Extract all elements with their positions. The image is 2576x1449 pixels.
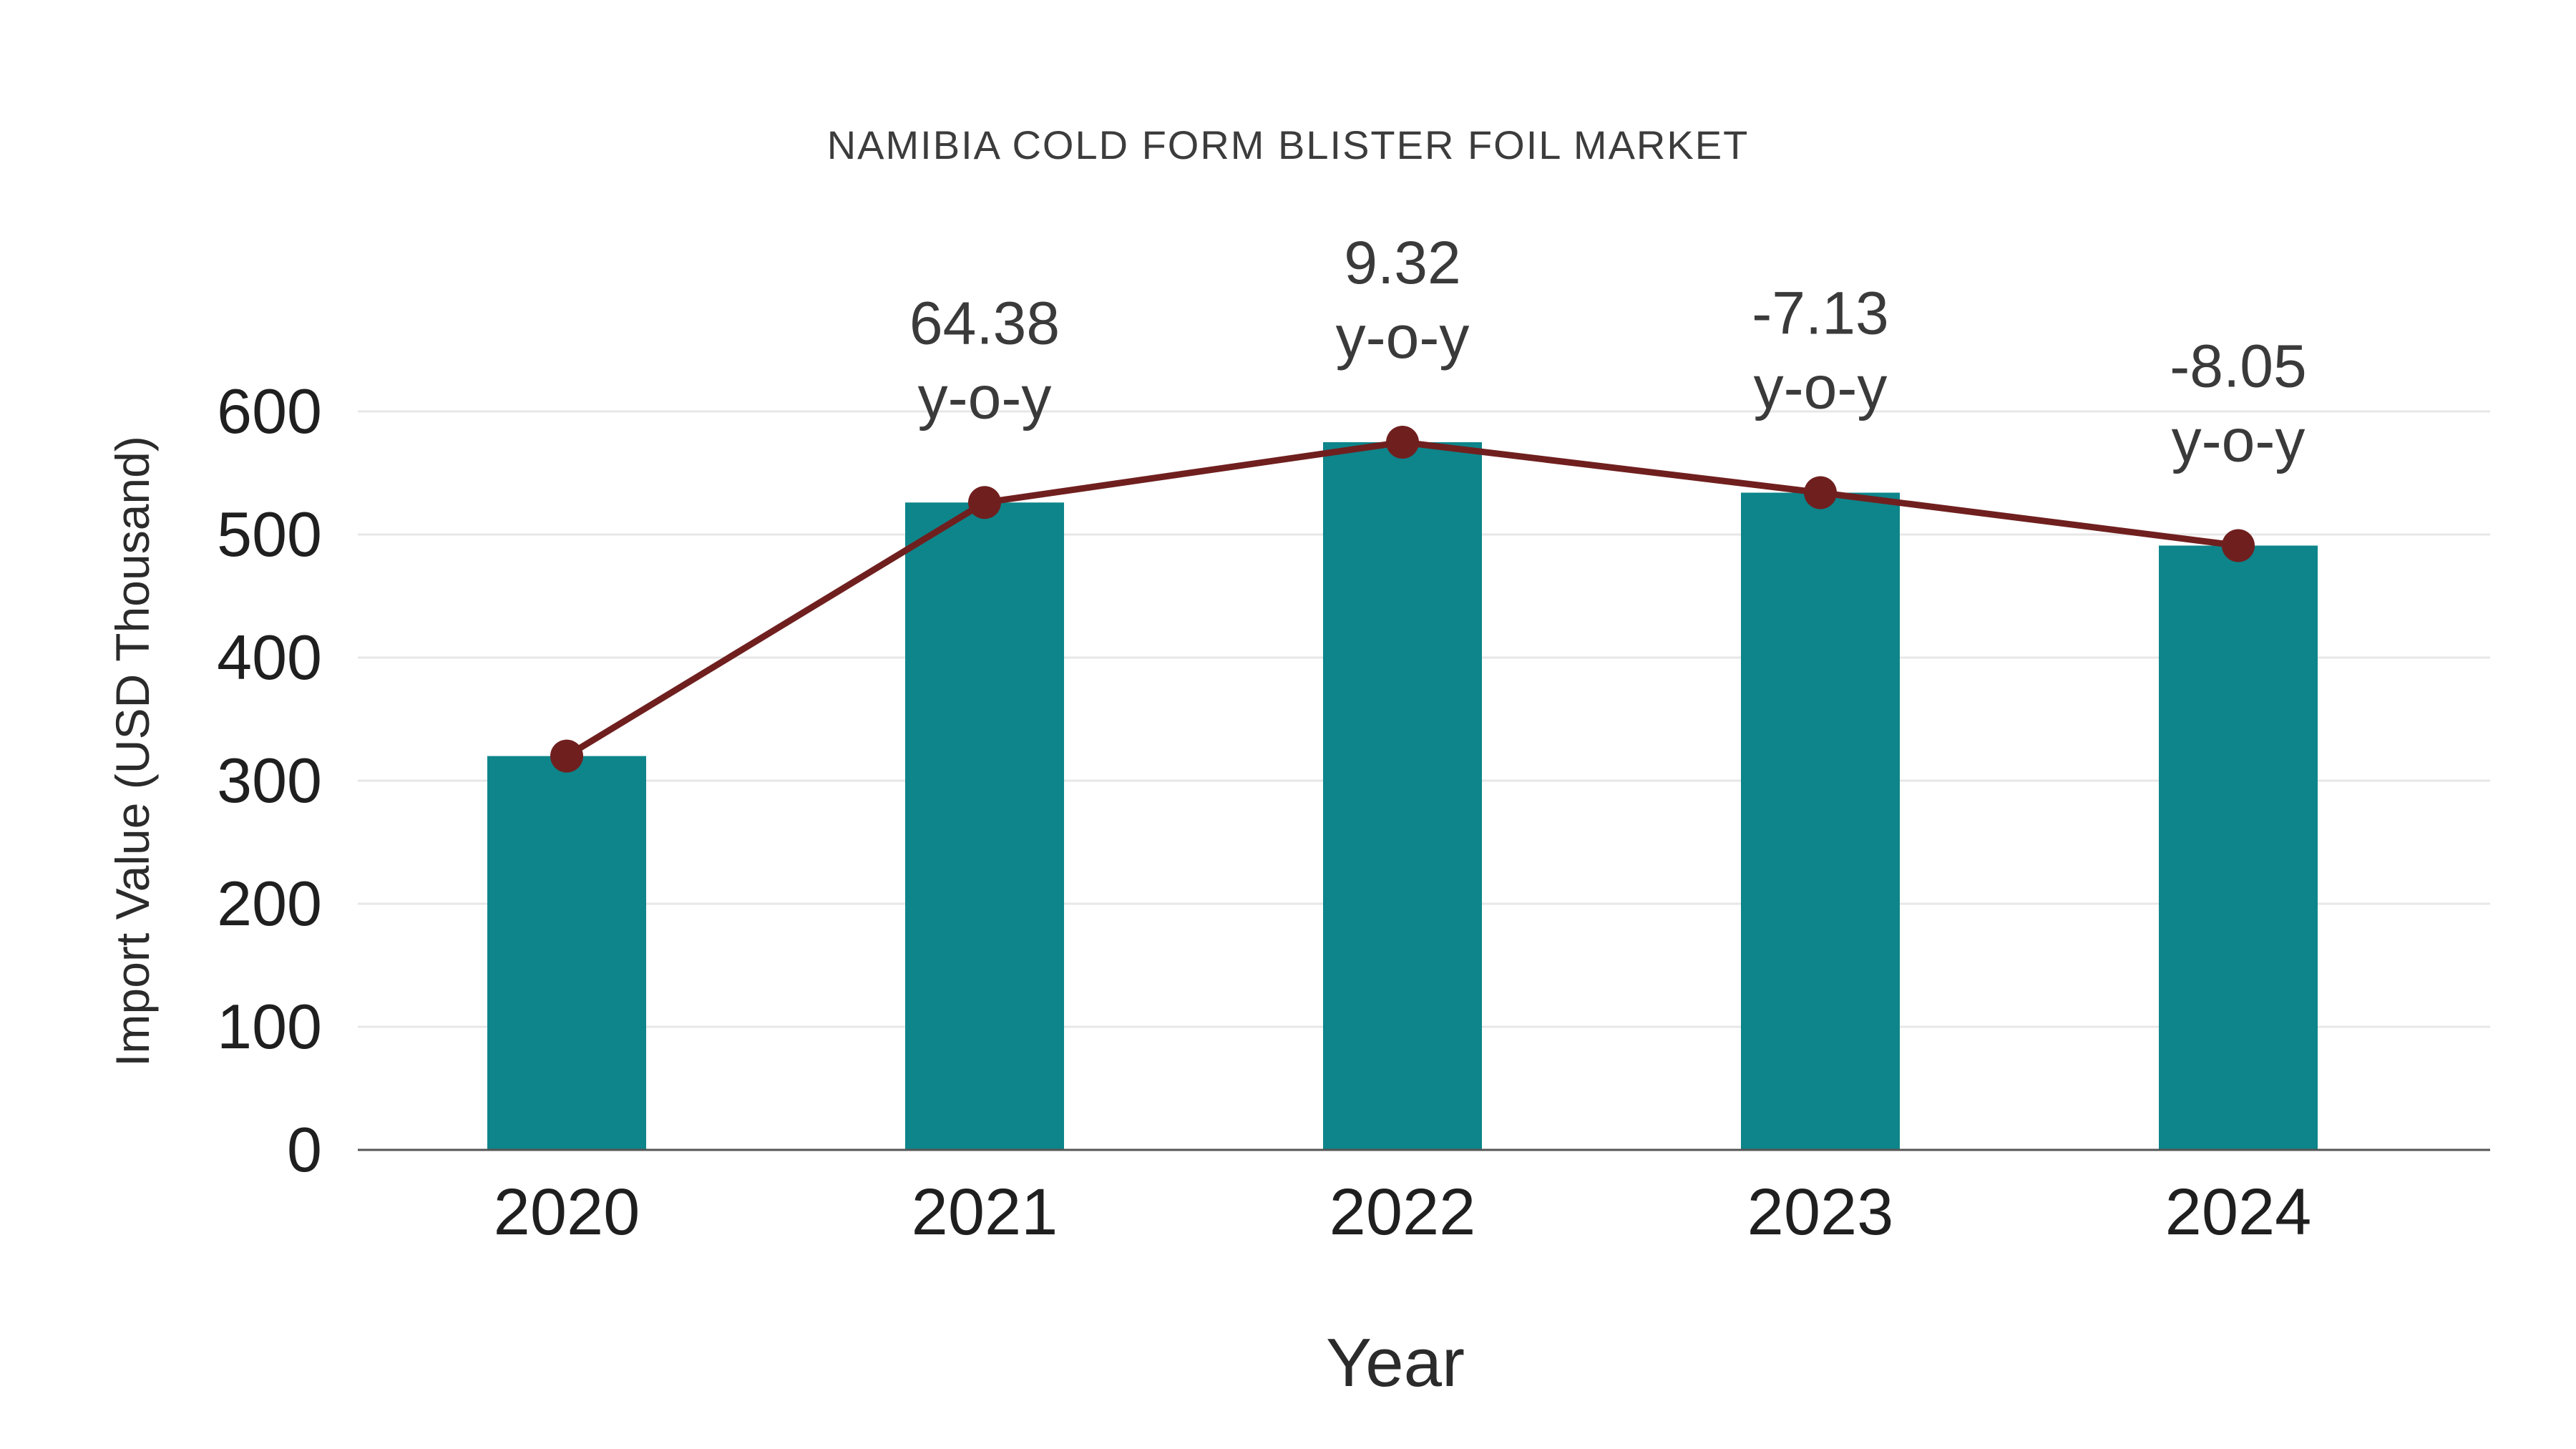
x-tick-label-2023: 2023 [1747,1176,1894,1249]
y-tick-label-100: 100 [217,991,322,1062]
bar-2024 [2159,545,2318,1150]
y-tick-label-0: 0 [287,1114,322,1185]
chart-title: NAMIBIA COLD FORM BLISTER FOIL MARKET [826,122,1750,167]
bar-2022 [1323,442,1482,1150]
trend-marker-2024 [2222,529,2255,562]
annotation-yoy-2021: y-o-y [918,364,1052,431]
bar-2020 [487,756,646,1150]
trend-marker-2020 [550,739,583,773]
annotation-value-2024: -8.05 [2170,332,2306,399]
y-tick-label-600: 600 [217,376,322,447]
x-tick-label-2020: 2020 [494,1176,640,1249]
annotation-yoy-2023: y-o-y [1754,354,1888,421]
y-tick-label-300: 300 [217,745,322,816]
x-axis-label: Year [1326,1324,1465,1401]
annotation-value-2022: 9.32 [1344,229,1461,296]
annotation-yoy-2024: y-o-y [2172,406,2306,474]
x-tick-label-2021: 2021 [912,1176,1058,1249]
y-tick-label-500: 500 [217,499,322,570]
trend-marker-2022 [1386,426,1419,459]
y-tick-label-400: 400 [217,622,322,693]
annotation-value-2023: -7.13 [1752,280,1888,347]
bar-2021 [905,502,1064,1150]
bar-2023 [1741,492,1900,1150]
y-tick-label-200: 200 [217,868,322,939]
x-tick-label-2022: 2022 [1330,1176,1476,1249]
trend-marker-2021 [968,486,1001,519]
trend-marker-2023 [1804,476,1837,509]
annotation-yoy-2022: y-o-y [1336,303,1470,371]
x-tick-label-2024: 2024 [2165,1176,2312,1249]
annotation-value-2021: 64.38 [909,289,1060,356]
